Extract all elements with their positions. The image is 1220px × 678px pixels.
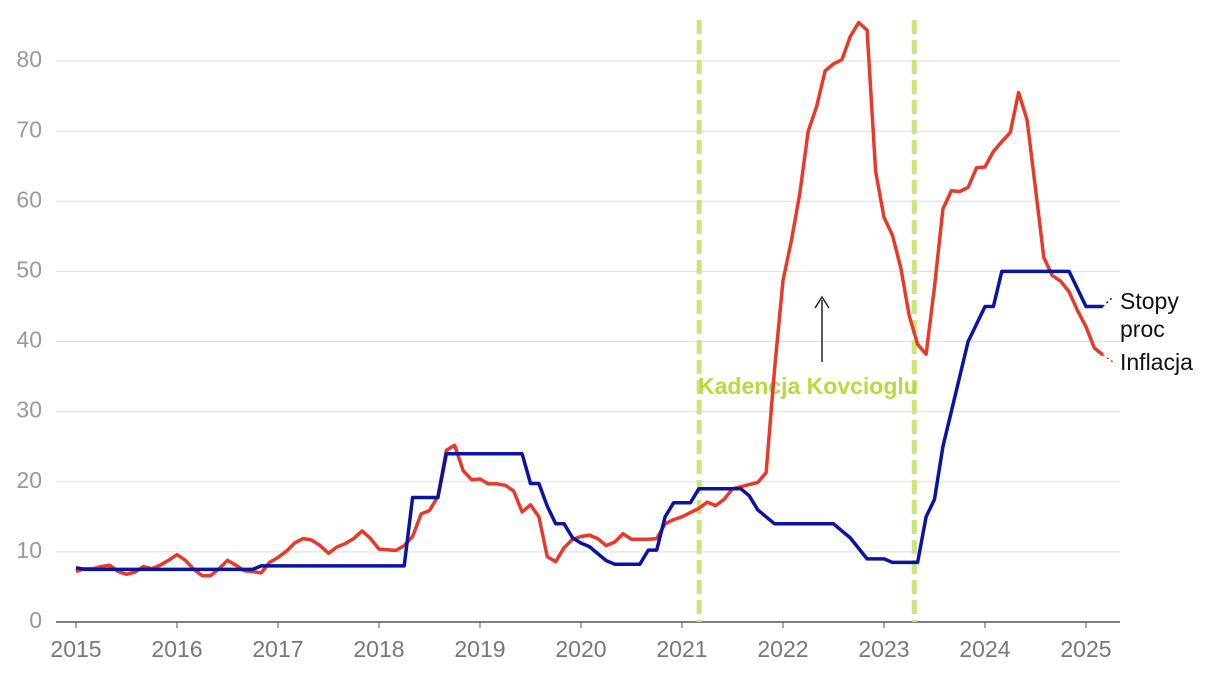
leader-line <box>1102 296 1114 308</box>
x-tick-label: 2020 <box>555 636 606 662</box>
x-tick-label: 2018 <box>353 636 404 662</box>
y-tick-label: 0 <box>29 607 42 633</box>
x-tick-label: 2022 <box>757 636 808 662</box>
x-tick-label: 2025 <box>1060 636 1111 662</box>
leader-line <box>1102 354 1114 363</box>
y-tick-label: 10 <box>16 537 42 563</box>
y-tick-label: 80 <box>16 46 42 72</box>
series-label: Inflacja <box>1120 349 1193 375</box>
y-tick-label: 60 <box>16 186 42 212</box>
x-tick-label: 2023 <box>858 636 909 662</box>
series-line <box>75 20 1104 578</box>
x-tick-label: 2015 <box>50 636 101 662</box>
x-tick-label: 2016 <box>151 636 202 662</box>
y-tick-label: 70 <box>16 116 42 142</box>
y-tick-label: 20 <box>16 467 42 493</box>
arrow-head <box>814 295 830 309</box>
y-tick-label: 30 <box>16 397 42 423</box>
y-tick-label: 50 <box>16 257 42 283</box>
x-tick-label: 2021 <box>656 636 707 662</box>
x-tick-label: 2019 <box>454 636 505 662</box>
series-label: Stopy proc <box>1120 288 1179 342</box>
annotation: Kadencja Kovcioglu <box>698 373 918 399</box>
x-tick-label: 2017 <box>252 636 303 662</box>
series-line <box>75 269 1103 572</box>
y-tick-label: 40 <box>16 327 42 353</box>
x-tick-label: 2024 <box>959 636 1010 662</box>
